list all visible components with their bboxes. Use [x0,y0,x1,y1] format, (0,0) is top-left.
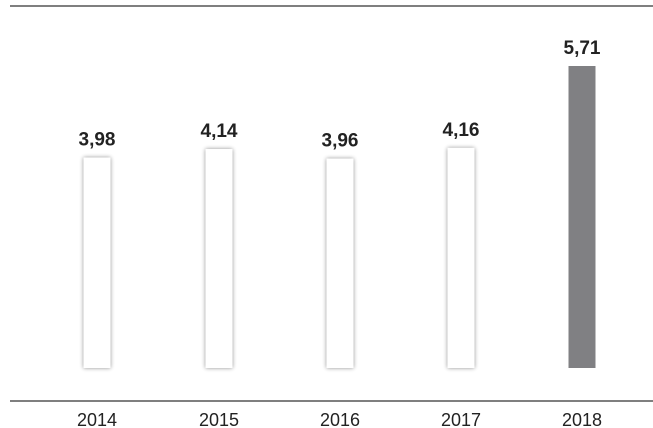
x-tick-label-2015: 2015 [199,410,239,428]
bar-2018 [568,66,596,368]
bar-2014 [83,157,111,368]
bars-group [83,66,596,368]
bar-2015 [205,149,233,368]
x-tick-label-2017: 2017 [441,410,481,428]
bar-2016 [326,158,354,368]
x-tick-label-2018: 2018 [562,410,602,428]
x-tick-label-2016: 2016 [320,410,360,428]
value-label-2014: 3,98 [79,129,116,150]
x-tick-labels-group: 2014 2015 2016 2017 2018 [77,410,602,428]
value-label-2018: 5,71 [564,38,601,59]
value-labels-group: 3,98 4,14 3,96 4,16 5,71 [79,38,601,152]
bar-2017 [447,147,475,368]
x-tick-label-2014: 2014 [77,410,117,428]
value-label-2016: 3,96 [322,131,359,152]
value-label-2017: 4,16 [443,120,480,141]
value-label-2015: 4,14 [201,121,238,142]
